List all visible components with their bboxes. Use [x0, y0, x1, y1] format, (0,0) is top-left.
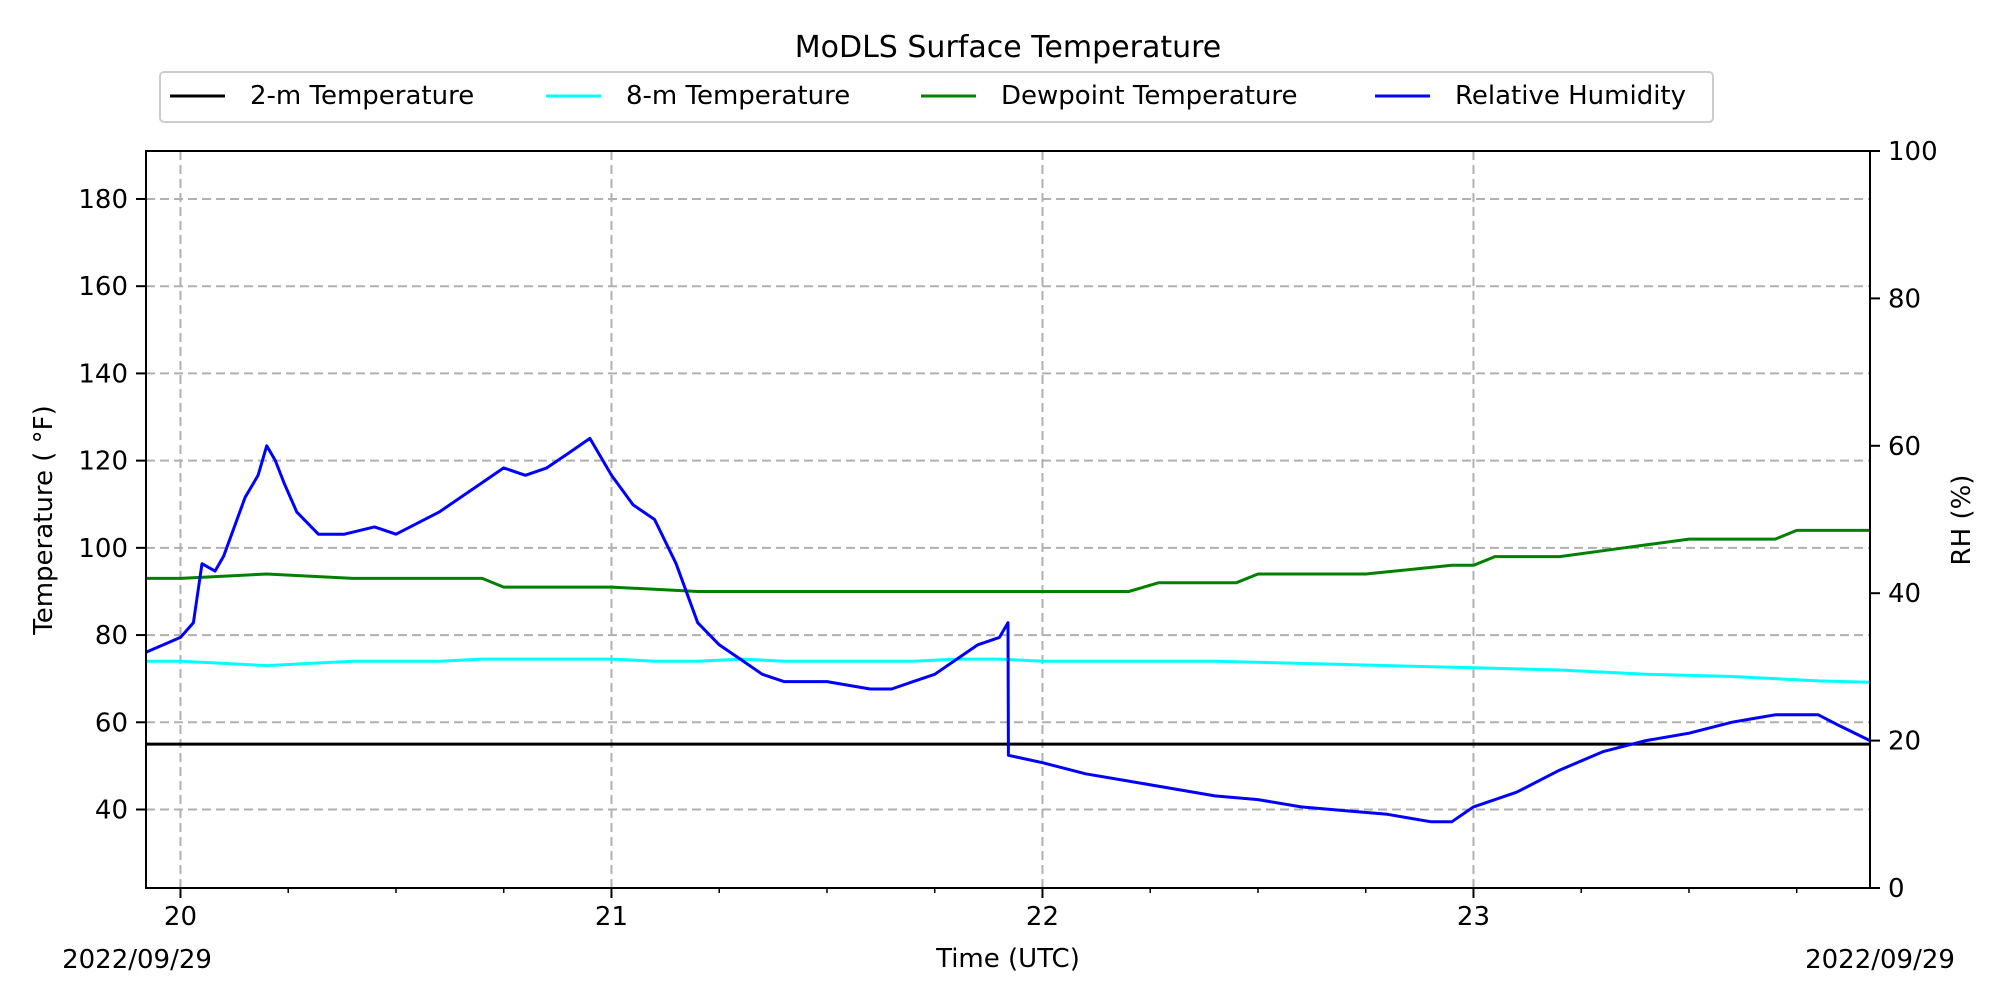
series-lines [145, 436, 1871, 824]
x-tick-label: 21 [595, 902, 628, 932]
y-tick-label-right: 20 [1888, 727, 1921, 757]
y-axis-right-label: RH (%) [1947, 475, 1977, 566]
y-tick-label-right: 60 [1888, 432, 1921, 462]
chart-title: MoDLS Surface Temperature [795, 30, 1222, 65]
series-line-relative-humidity [145, 436, 1871, 824]
grid [146, 151, 1870, 888]
y-tick-label-right: 40 [1888, 579, 1921, 609]
plot-frame [145, 150, 1871, 889]
x-tick-label: 23 [1457, 902, 1490, 932]
y-axis-left-label: Temperature ( °F) [29, 405, 59, 635]
legend-label-relative-humidity: Relative Humidity [1455, 81, 1686, 111]
y-tick-label-left: 60 [95, 708, 128, 738]
y-tick-label-right: 100 [1888, 137, 1938, 167]
x-tick-label: 20 [164, 902, 197, 932]
date-label-left: 2022/09/29 [62, 945, 212, 975]
legend-label-dewpoint-temperature: Dewpoint Temperature [1001, 81, 1298, 111]
axes: 20 21 22 23 40 60 80 100 120 140 160 180 0 20 40 60 80 10… [78, 137, 1937, 932]
y-tick-label-left: 100 [78, 534, 128, 564]
y-tick-label-left: 40 [95, 796, 128, 826]
y-tick-label-left: 140 [78, 359, 128, 389]
x-tick-label: 22 [1026, 902, 1059, 932]
legend-label-8-m-temperature: 8-m Temperature [626, 81, 850, 111]
y-tick-label-left: 160 [78, 272, 128, 302]
series-line-8-m-temperature [146, 657, 1871, 684]
y-tick-label-left: 80 [95, 621, 128, 651]
x-axis-label: Time (UTC) [935, 944, 1080, 974]
y-tick-label-left: 180 [78, 185, 128, 215]
date-label-right: 2022/09/29 [1805, 945, 1955, 975]
y-tick-label-right: 0 [1888, 874, 1905, 904]
series-line-dewpoint-temperature [146, 528, 1870, 593]
legend: 2-m Temperature 8-m Temperature Dewpoint T… [159, 71, 1714, 123]
y-tick-label-right: 80 [1888, 284, 1921, 314]
y-tick-label-left: 120 [78, 447, 128, 477]
legend-label-2-m-temperature: 2-m Temperature [250, 81, 474, 111]
